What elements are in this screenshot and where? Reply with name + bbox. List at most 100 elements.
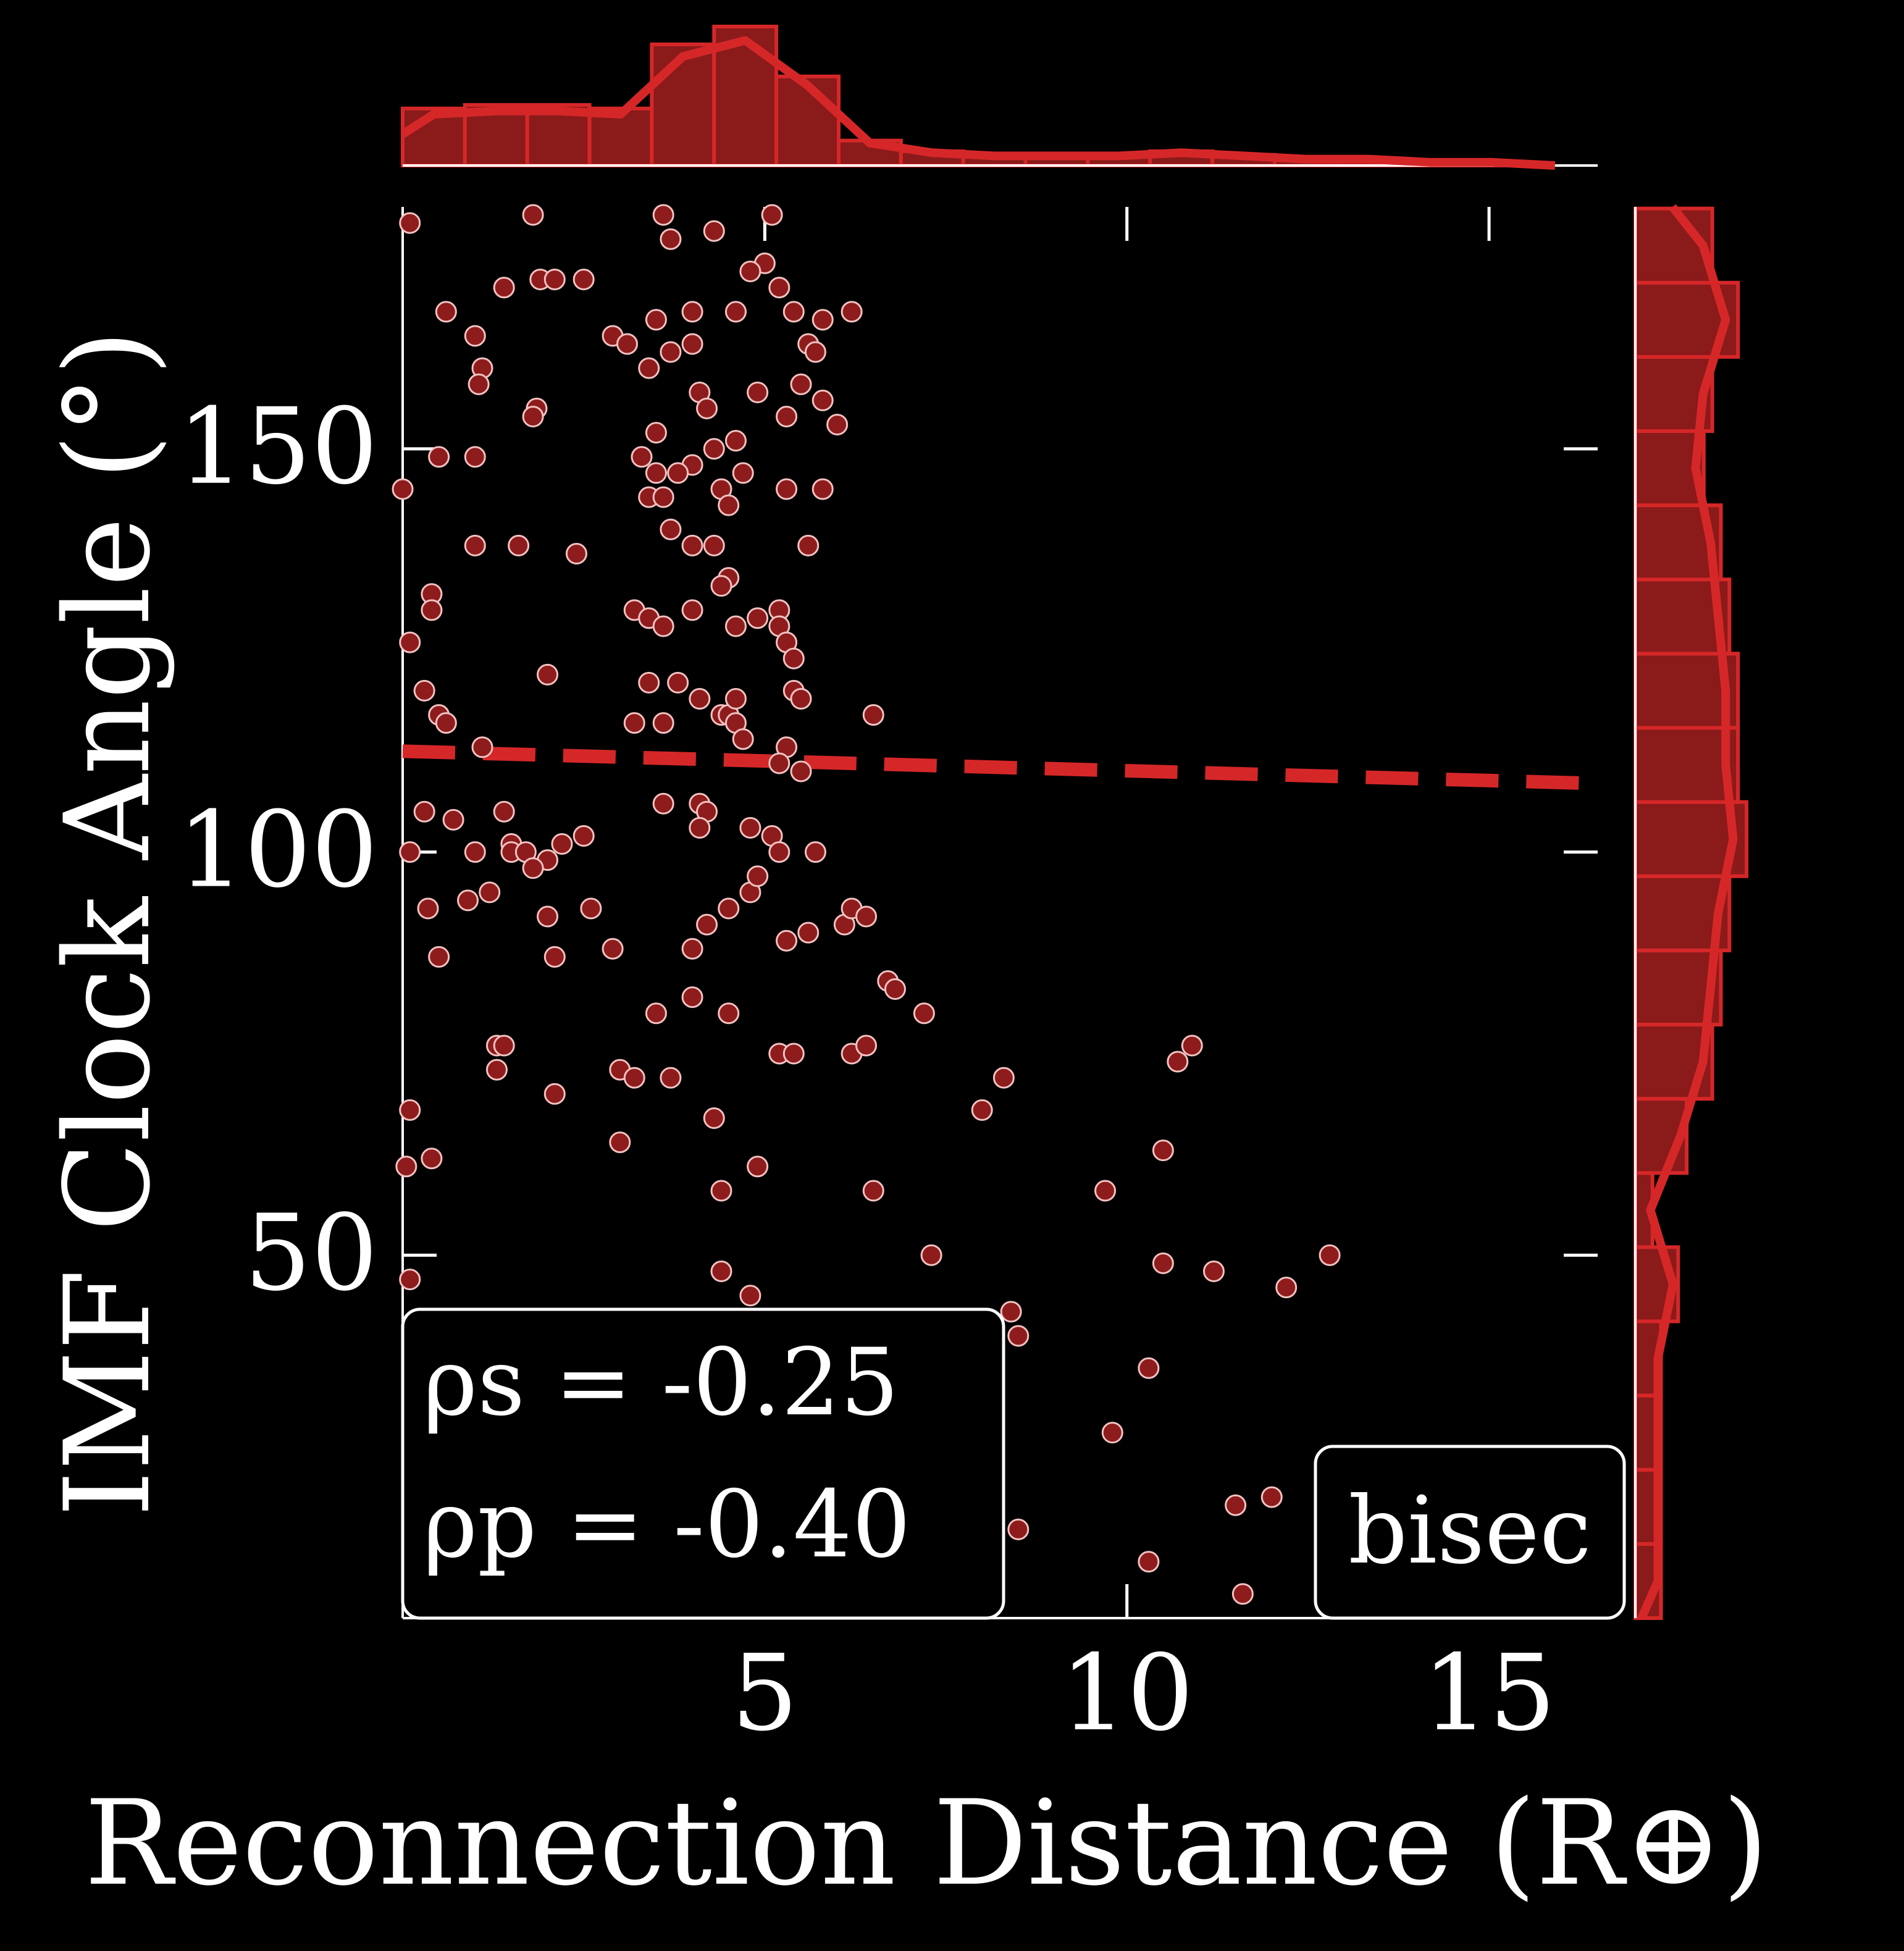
scatter-point [1138,1357,1160,1379]
scatter-point [399,841,421,863]
x-axis-label: Reconnection Distance (R⊕) [85,1775,1769,1911]
scatter-point [747,865,769,887]
scatter-point [768,277,791,299]
scatter-point [724,687,747,710]
scatter-point [493,1034,515,1057]
y-tick-label: 150 [178,386,378,508]
scatter-point [645,462,667,484]
trend-line-dashed [402,744,1598,791]
scatter-point [543,269,566,291]
scatter-point [421,1148,443,1170]
scatter-point [776,405,798,427]
scatter-point [413,679,435,702]
top-marginal-histogram [400,25,1598,170]
scatter-point [1275,1277,1298,1299]
scatter-point [623,712,645,734]
scatter-point [645,1002,667,1025]
scatter-point [768,752,791,774]
scatter-point [790,687,812,710]
method-label: bisec [1348,1477,1592,1585]
scatter-point [399,631,421,653]
scatter-point [776,478,798,500]
method-annotation: bisec [1314,1445,1626,1620]
y-axis-label: IMF Clock Angle (°) [40,330,176,1517]
scatter-point [623,1067,645,1089]
scatter-point [696,397,718,419]
scatter-point [703,438,725,460]
scatter-point [681,301,703,323]
scatter-point [522,857,544,879]
scatter-point [609,1131,631,1154]
scatter-point [399,1099,421,1121]
scatter-point [724,301,747,323]
scatter-point [1094,1180,1117,1202]
scatter-point [782,1043,805,1065]
scatter-point [790,373,812,395]
scatter-point [920,1244,942,1266]
main-axes: 50 100 150 5 10 15 [178,207,1598,1755]
scatter-point [1000,1301,1022,1323]
scatter-point [645,422,667,444]
scatter-point [442,808,464,831]
scatter-point [710,1180,732,1202]
stats-box [401,1307,1005,1620]
scatter-point [681,333,703,355]
scatter-point [602,938,624,960]
trend-line [402,744,1598,791]
scatter-point [464,325,486,347]
scatter-point [493,277,515,299]
scatter-point [468,373,490,395]
scatter-point [841,301,863,323]
scatter-point [660,341,682,363]
scatter-point [1007,1325,1030,1347]
scatter-point [1231,1583,1254,1605]
scatter-point [435,301,457,323]
scatter-point [522,405,544,427]
scatter-point [652,486,674,508]
scatter-point [797,921,820,944]
scatter-point [421,599,443,621]
scatter-point [804,841,826,863]
scatter-point [616,333,639,355]
scatter-point [681,599,703,621]
scatter-point [913,1002,935,1025]
scatter-point [1202,1261,1225,1283]
scatter-point [718,494,740,516]
scatter-point [1181,1034,1203,1057]
stat-pearson: ρp = -0.40 [423,1471,911,1579]
scatter-point [703,220,725,242]
scatter-point [1152,1252,1174,1274]
scatter-point [710,1261,732,1283]
scatter-point [580,897,602,920]
scatter-point [399,1269,421,1291]
scatter-point [739,816,761,839]
scatter-point [631,446,653,468]
scatter-point [689,816,711,839]
method-box [1314,1445,1626,1620]
scatter-point [812,478,834,500]
scatter-point [660,228,682,250]
scatter-point [703,534,725,556]
scatter-point [565,542,587,564]
scatter-point [739,260,761,282]
scatter-point [681,986,703,1009]
scatter-point [508,534,530,556]
scatter-point [971,1099,993,1121]
scatter-point [689,687,711,710]
y-tick-label: 50 [245,1192,378,1314]
scatter-point [782,301,805,323]
scatter-point [826,414,849,436]
scatter-point [812,309,834,331]
x-tick-label: 15 [1422,1632,1556,1755]
scatter-point [464,534,486,556]
scatter-point [747,381,769,403]
y-tick-label: 100 [178,789,378,912]
scatter-point [855,905,878,928]
scatter-point [797,534,820,556]
scatter-point [464,841,486,863]
scatter-point [703,1107,725,1129]
x-tick-label: 10 [1060,1632,1194,1755]
scatter-point [1319,1244,1341,1266]
scatter-point [1101,1422,1123,1444]
scatter-point [768,841,791,863]
